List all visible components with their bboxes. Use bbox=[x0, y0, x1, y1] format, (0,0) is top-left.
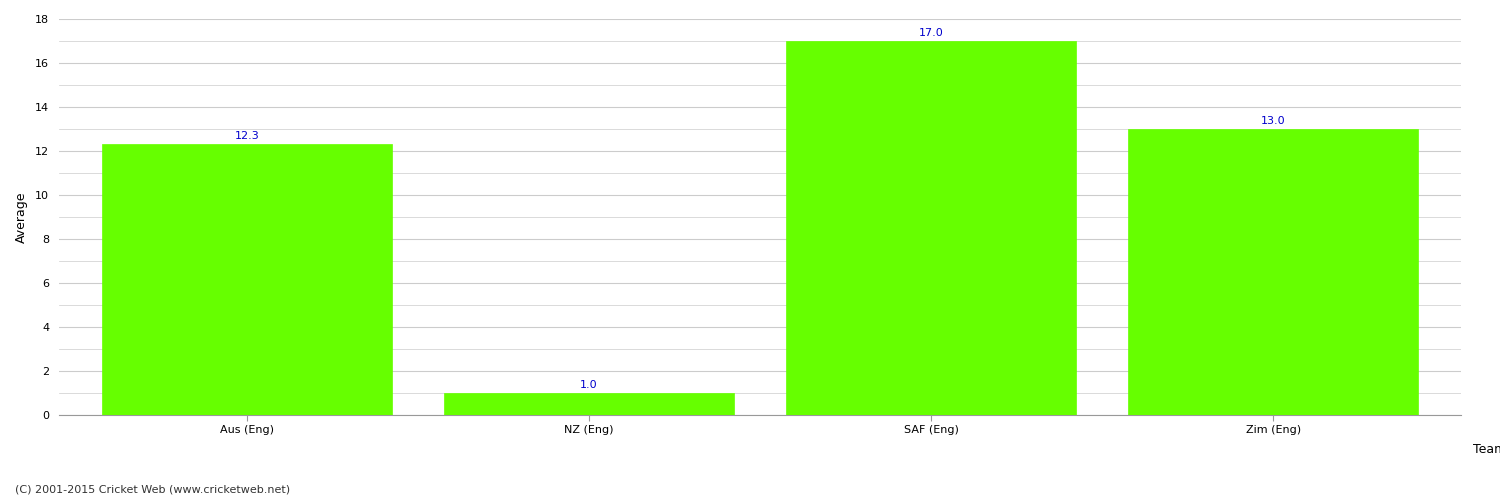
Bar bbox=[1128, 129, 1419, 415]
Bar bbox=[102, 144, 393, 415]
X-axis label: Team: Team bbox=[1473, 443, 1500, 456]
Text: 12.3: 12.3 bbox=[234, 131, 260, 141]
Bar bbox=[444, 393, 735, 415]
Text: (C) 2001-2015 Cricket Web (www.cricketweb.net): (C) 2001-2015 Cricket Web (www.cricketwe… bbox=[15, 485, 290, 495]
Bar bbox=[786, 41, 1077, 415]
Text: 17.0: 17.0 bbox=[918, 28, 944, 38]
Y-axis label: Average: Average bbox=[15, 192, 28, 243]
Text: 13.0: 13.0 bbox=[1262, 116, 1286, 126]
Text: 1.0: 1.0 bbox=[580, 380, 598, 390]
